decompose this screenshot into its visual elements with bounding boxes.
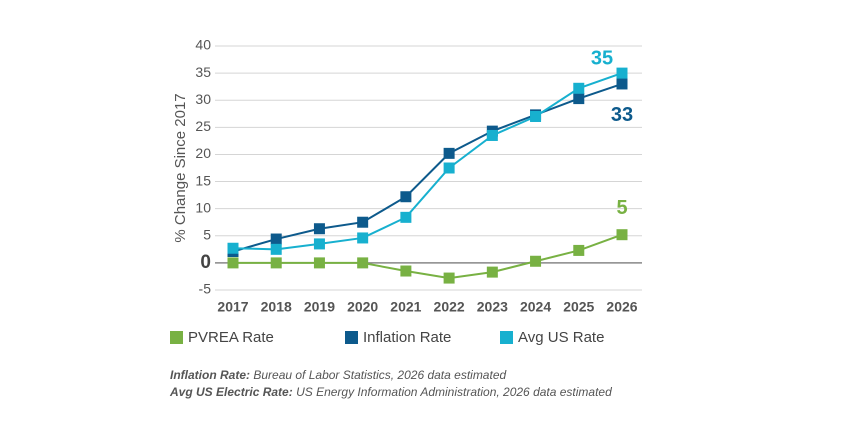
legend-label: PVREA Rate bbox=[188, 329, 274, 346]
y-tick-label: 20 bbox=[195, 145, 211, 161]
point bbox=[530, 110, 542, 122]
point bbox=[486, 266, 498, 278]
point bbox=[313, 257, 325, 269]
point bbox=[227, 257, 239, 269]
series-line bbox=[233, 233, 623, 280]
point bbox=[616, 229, 628, 241]
point bbox=[443, 272, 455, 284]
data-label: 5 bbox=[616, 197, 627, 219]
y-tick-label: 30 bbox=[195, 91, 211, 107]
data-label: 35 bbox=[591, 47, 613, 69]
y-tick-label: 35 bbox=[195, 64, 211, 80]
footnote: Inflation Rate: Bureau of Labor Statisti… bbox=[170, 368, 506, 382]
x-tick-label: 2021 bbox=[390, 299, 421, 315]
x-tick-label: 2023 bbox=[477, 299, 508, 315]
footnote: Avg US Electric Rate: US Energy Informat… bbox=[169, 385, 612, 399]
point bbox=[227, 242, 239, 254]
data-label: 33 bbox=[611, 104, 633, 126]
x-tick-label: 2018 bbox=[261, 299, 292, 315]
x-tick-label: 2025 bbox=[563, 299, 594, 315]
y-axis-title: % Change Since 2017 bbox=[172, 93, 189, 242]
y-tick-label: 40 bbox=[195, 37, 211, 53]
point bbox=[573, 82, 585, 94]
x-tick-label: 2022 bbox=[434, 299, 465, 315]
y-tick-label: 0 bbox=[200, 252, 211, 273]
point bbox=[443, 162, 455, 174]
legend-label: Inflation Rate bbox=[363, 329, 451, 346]
y-tick-label: -5 bbox=[199, 281, 212, 297]
y-tick-label: 15 bbox=[195, 172, 211, 188]
series-line bbox=[232, 83, 623, 253]
point bbox=[313, 238, 325, 250]
point bbox=[357, 216, 369, 228]
point bbox=[270, 257, 282, 269]
point bbox=[573, 244, 585, 256]
point bbox=[486, 129, 498, 141]
point bbox=[313, 223, 325, 235]
point bbox=[530, 255, 542, 267]
x-tick-label: 2020 bbox=[347, 299, 378, 315]
legend-swatch bbox=[345, 331, 358, 344]
footnote-text: Bureau of Labor Statistics, 2026 data es… bbox=[253, 368, 506, 382]
x-tick-label: 2026 bbox=[606, 299, 637, 315]
point bbox=[400, 265, 412, 277]
point bbox=[400, 191, 412, 203]
y-tick-label: 5 bbox=[203, 226, 211, 242]
legend-swatch bbox=[500, 331, 513, 344]
x-tick-label: 2017 bbox=[217, 299, 248, 315]
point bbox=[357, 257, 369, 269]
legend-label: Avg US Rate bbox=[518, 329, 604, 346]
point bbox=[400, 211, 412, 223]
point bbox=[616, 67, 628, 79]
x-tick-label: 2024 bbox=[520, 299, 551, 315]
footnote-text: US Energy Information Administration, 20… bbox=[296, 385, 612, 399]
point bbox=[616, 78, 628, 90]
point bbox=[270, 243, 282, 255]
point bbox=[443, 147, 455, 159]
series-line bbox=[232, 72, 623, 251]
point bbox=[270, 233, 282, 245]
y-tick-label: 25 bbox=[195, 118, 211, 134]
point bbox=[357, 232, 369, 244]
footnote-label: Avg US Electric Rate: bbox=[169, 385, 293, 399]
y-tick-label: 10 bbox=[195, 199, 211, 215]
point bbox=[573, 93, 585, 105]
footnote-label: Inflation Rate: bbox=[170, 368, 250, 382]
legend-swatch bbox=[170, 331, 183, 344]
x-tick-label: 2019 bbox=[304, 299, 335, 315]
